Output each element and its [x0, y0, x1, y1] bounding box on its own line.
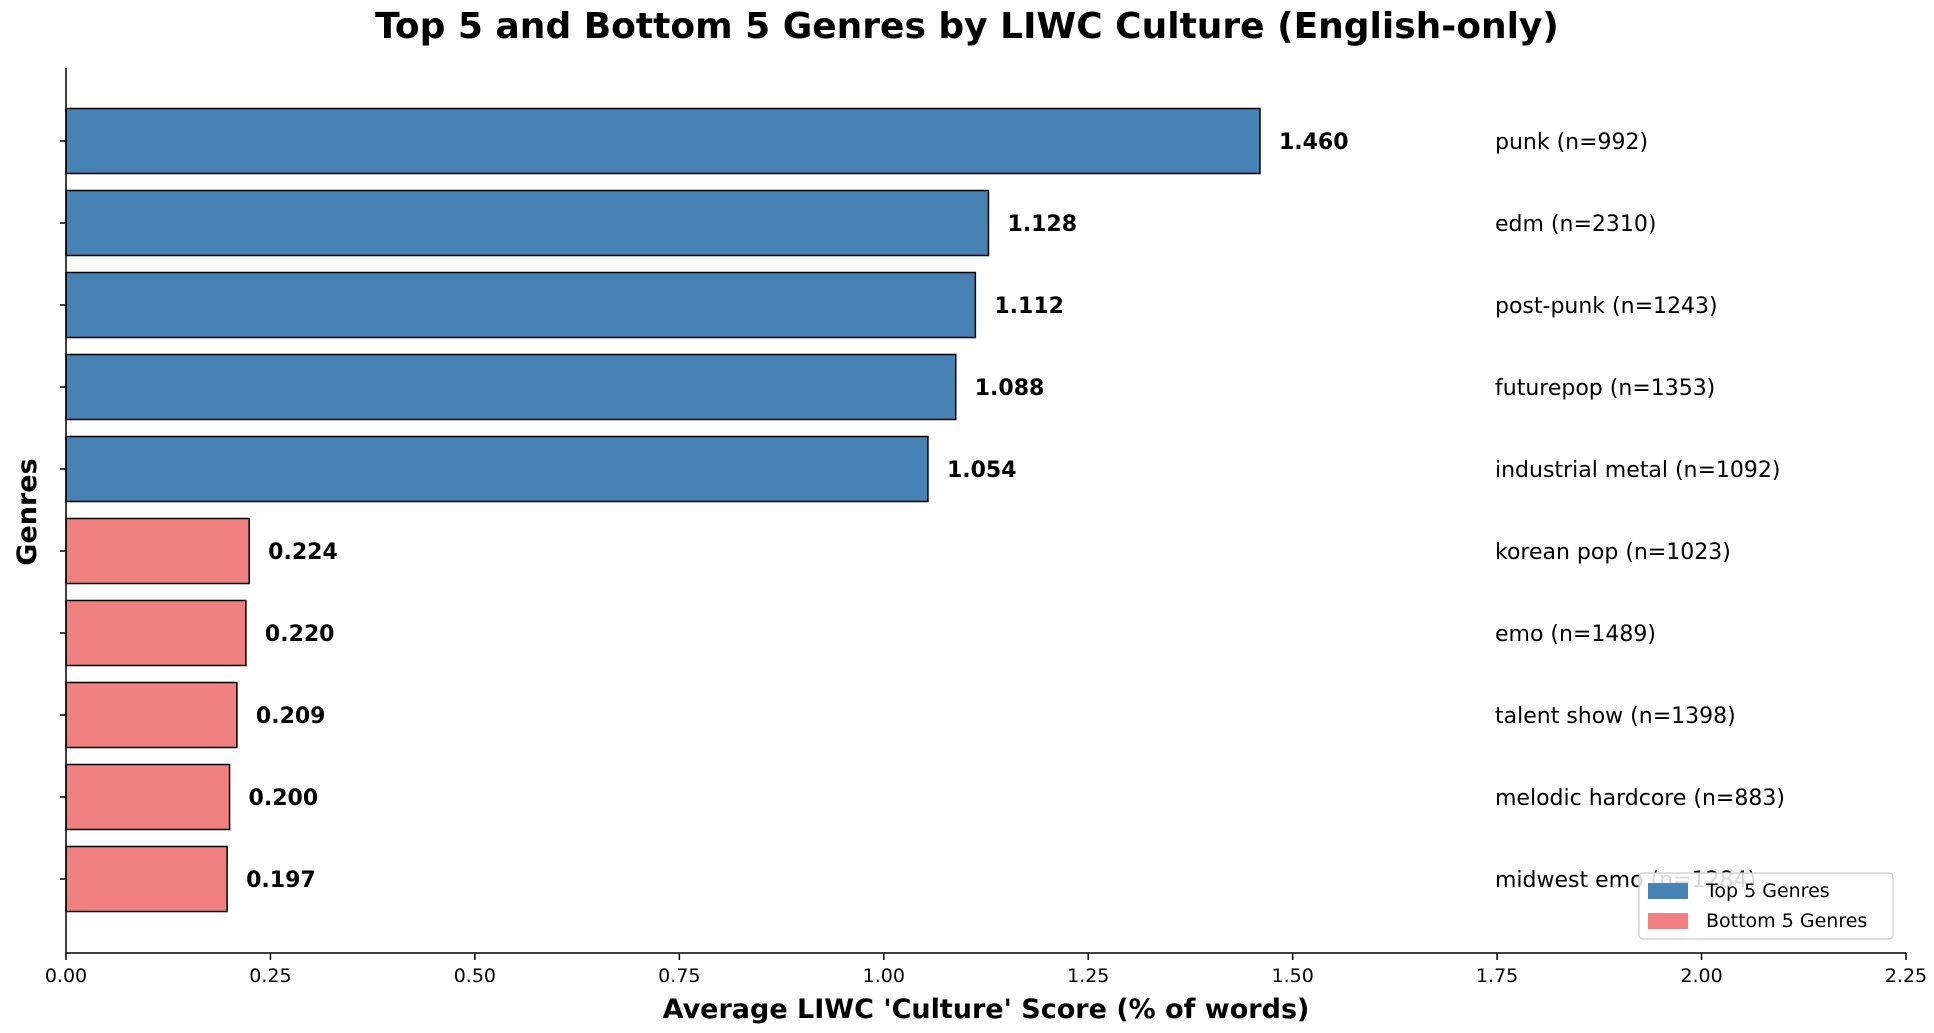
axes-layer [65, 68, 1906, 954]
bar-category-label: futurepop (n=1353) [1495, 376, 1715, 401]
x-tick-label: 1.50 [1272, 965, 1314, 987]
bar-category-label: emo (n=1489) [1495, 622, 1656, 647]
bar-bottom [65, 845, 228, 913]
x-tick-label: 1.25 [1067, 965, 1109, 987]
bar-value-label: 0.224 [268, 540, 338, 565]
legend-frame [1638, 872, 1894, 940]
ticks-layer: 0.00 0.25 0.50 0.75 1.00 1.25 1.50 1.75 2.00 2.25 [45, 140, 1927, 987]
bar-bottom [65, 517, 250, 585]
bar-value-label: 1.054 [947, 458, 1017, 483]
chart-title: Top 5 and Bottom 5 Genres by LIWC Cultur… [375, 6, 1559, 47]
bar-top [65, 435, 929, 503]
bar-value-label: 0.200 [249, 786, 319, 811]
bar-category-label: korean pop (n=1023) [1495, 540, 1731, 565]
bar-top [65, 353, 957, 421]
x-tick-label: 2.00 [1680, 965, 1722, 987]
bar-category-label: melodic hardcore (n=883) [1495, 786, 1785, 811]
bar-category-label: punk (n=992) [1495, 130, 1648, 155]
bar-top [65, 271, 977, 339]
bar-category-label: post-punk (n=1243) [1495, 294, 1718, 319]
bar-top [65, 189, 990, 257]
x-tick-label: 1.75 [1476, 965, 1518, 987]
x-tick-label: 1.00 [863, 965, 905, 987]
x-tick-label: 0.25 [249, 965, 291, 987]
legend-label: Top 5 Genres [1705, 880, 1830, 902]
bar-value-label: 1.112 [994, 294, 1064, 319]
legend: Top 5 Genres Bottom 5 Genres [1638, 872, 1894, 940]
y-axis-label: Genres [12, 458, 43, 565]
x-tick-label: 0.50 [454, 965, 496, 987]
bar-value-label: 1.460 [1279, 130, 1349, 155]
bar-category-label: industrial metal (n=1092) [1495, 458, 1781, 483]
bar-category-label: edm (n=2310) [1495, 212, 1656, 237]
x-tick-label: 2.25 [1885, 965, 1927, 987]
bar-bottom [65, 599, 247, 667]
bar-value-label: 0.197 [246, 868, 316, 893]
bars-layer: 1.460 punk (n=992) 1.128 edm (n=2310) 1.112 p… [65, 107, 1785, 913]
bar-value-label: 0.220 [265, 622, 335, 647]
bar-top [65, 107, 1261, 175]
legend-label: Bottom 5 Genres [1706, 910, 1867, 932]
legend-swatch [1648, 913, 1688, 929]
x-axis-label: Average LIWC 'Culture' Score (% of words… [663, 994, 1310, 1025]
bar-value-label: 1.128 [1007, 212, 1077, 237]
bar-bottom [65, 763, 231, 831]
legend-swatch [1648, 883, 1688, 899]
x-tick-label: 0.75 [658, 965, 700, 987]
bar-category-label: talent show (n=1398) [1495, 704, 1736, 729]
bar-value-label: 1.088 [975, 376, 1045, 401]
bar-bottom [65, 681, 238, 749]
bar-value-label: 0.209 [256, 704, 326, 729]
x-tick-label: 0.00 [45, 965, 87, 987]
